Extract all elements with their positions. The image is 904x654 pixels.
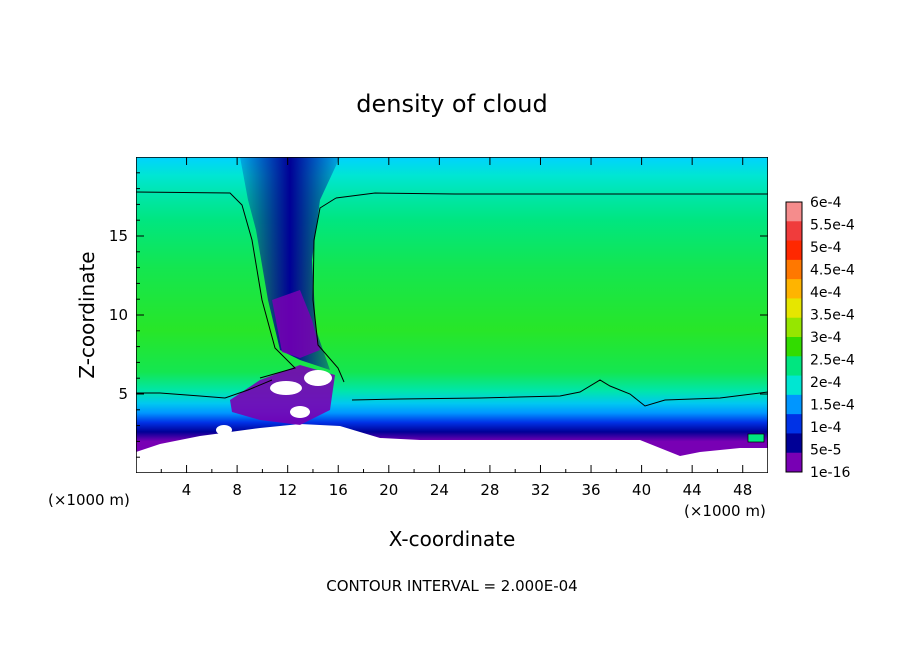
colorbar-frame [785, 201, 803, 473]
lower-contour-line [136, 379, 768, 407]
colorbar-segment [786, 317, 802, 338]
colorbar: 6e-4 5.5e-4 5e-4 4.5e-4 4e-4 3.5e-4 3e-4 2.5e-4… [785, 195, 855, 481]
colorbar-segment [786, 240, 802, 261]
x-tick-label: 24 [430, 481, 449, 499]
clear-air-region [136, 424, 768, 473]
chart-title: density of cloud [356, 90, 547, 118]
colorbar-label: 3e-4 [810, 330, 842, 346]
x-axis-label: X-coordinate [389, 527, 516, 551]
y-tick-label: 5 [118, 385, 128, 403]
colorbar-label: 2e-4 [810, 375, 842, 391]
x-tick-label: 12 [278, 481, 297, 499]
plot-area [136, 157, 768, 473]
colorbar-label: 4.5e-4 [810, 263, 855, 279]
x-unit-right: (×1000 m) [684, 502, 766, 520]
colorbar-segment [786, 452, 802, 473]
colorbar-segment [786, 375, 802, 396]
colorbar-segment [786, 259, 802, 280]
colorbar-label: 5e-4 [810, 240, 842, 256]
colorbar-label: 4e-4 [810, 285, 842, 301]
colorbar-segment [786, 298, 802, 319]
colorbar-segment [786, 279, 802, 299]
field-background [136, 157, 768, 473]
upper-contour-line [136, 191, 768, 383]
colorbar-segment [786, 433, 802, 454]
colorbar-segment [786, 356, 802, 377]
colorbar-segment [786, 221, 802, 242]
colorbar-segment [786, 414, 802, 434]
x-tick-label: 32 [531, 481, 550, 499]
colorbar-segment [786, 394, 802, 415]
clear-patches [216, 370, 332, 441]
y-axis-label: Z-coordinate [75, 251, 99, 378]
y-axis: 5 10 15 Z-coordinate [75, 172, 768, 458]
colorbar-label: 1e-4 [810, 420, 842, 436]
colorbar-label: 6e-4 [810, 195, 842, 211]
colorbar-label: 5.5e-4 [810, 218, 855, 234]
x-tick-label: 8 [232, 481, 242, 499]
x-tick-label: 4 [182, 481, 192, 499]
surface-anomaly [747, 433, 765, 443]
x-tick-label: 40 [632, 481, 651, 499]
x-tick-label: 16 [329, 481, 348, 499]
x-tick-label: 36 [581, 481, 600, 499]
contour-interval-note: CONTOUR INTERVAL = 2.000E-04 [326, 577, 577, 595]
x-tick-label: 48 [733, 481, 752, 499]
y-tick-label: 15 [109, 227, 128, 245]
colorbar-label: 3.5e-4 [810, 308, 855, 324]
x-unit-left: (×1000 m) [48, 491, 130, 509]
colorbar-segment [786, 337, 802, 357]
x-tick-label: 20 [379, 481, 398, 499]
x-axis: 4 8 12 16 20 24 28 32 36 40 44 48 (×1000 m) (×1000 … [48, 157, 766, 551]
colorbar-label: 5e-5 [810, 443, 841, 459]
x-tick-label: 44 [683, 481, 702, 499]
colorbar-label: 1e-16 [810, 465, 850, 481]
x-tick-label: 28 [480, 481, 499, 499]
colorbar-label: 1.5e-4 [810, 398, 855, 414]
colorbar-label: 2.5e-4 [810, 353, 855, 369]
colorbar-segment [786, 202, 802, 222]
updraft-core [272, 290, 320, 358]
y-tick-label: 10 [109, 306, 128, 324]
